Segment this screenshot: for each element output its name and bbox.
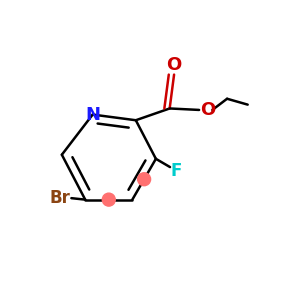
Text: O: O <box>200 101 215 119</box>
Text: N: N <box>85 106 100 124</box>
Circle shape <box>102 193 115 206</box>
Circle shape <box>138 173 151 186</box>
Text: O: O <box>167 56 182 74</box>
Text: F: F <box>171 162 182 180</box>
Text: Br: Br <box>50 189 70 207</box>
